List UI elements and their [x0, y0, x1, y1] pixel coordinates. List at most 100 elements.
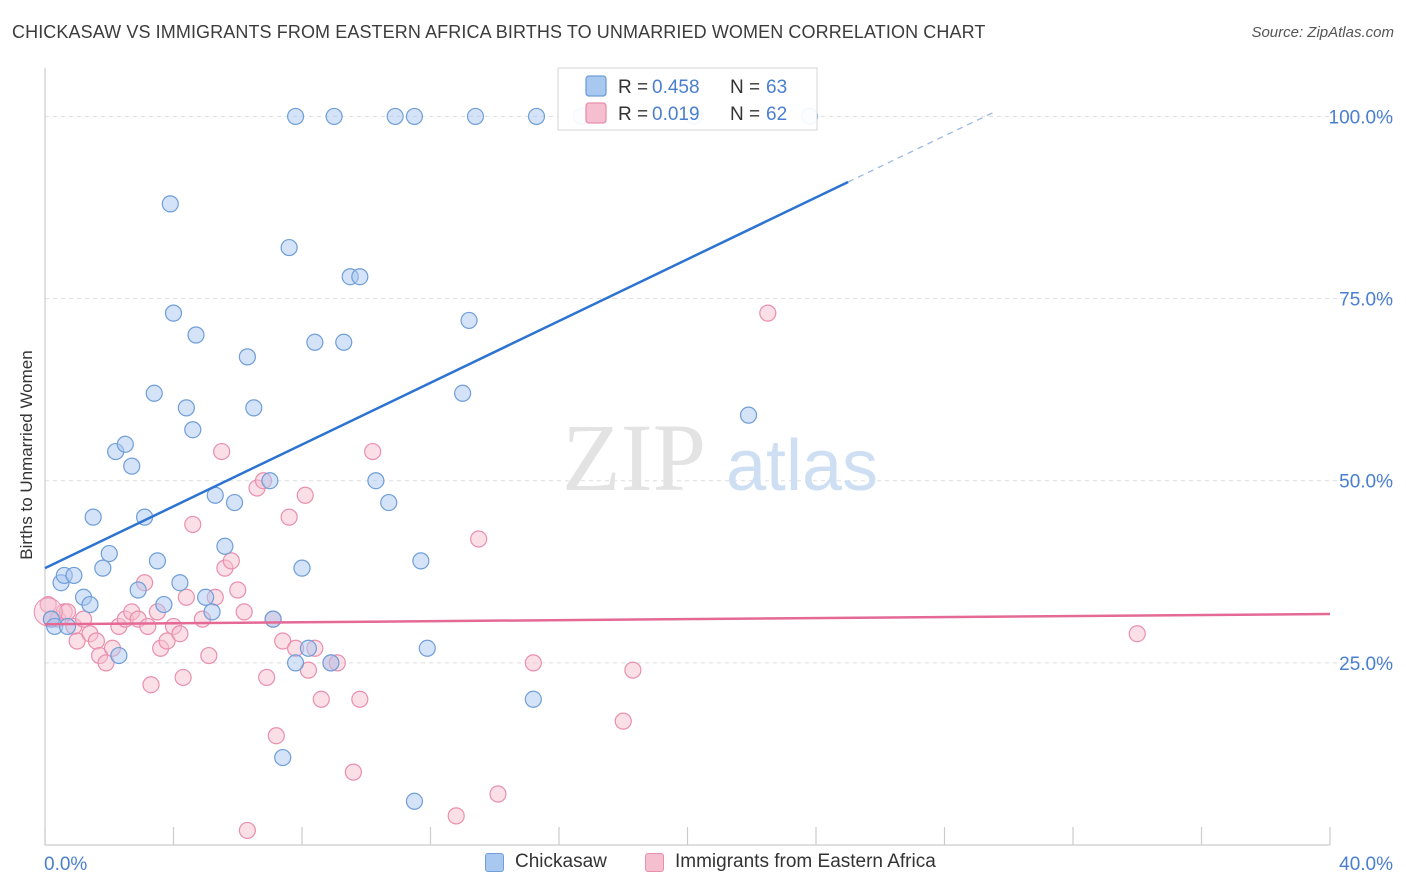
immigrants-point-33: [222, 552, 240, 570]
chickasaw-point-48: [412, 552, 430, 570]
stats-r-value-immigrants: 0.019: [652, 104, 700, 125]
chickasaw-point-47: [405, 792, 424, 810]
y-tick-label-50: 50.0%: [1339, 472, 1393, 493]
chickasaw-trend-line: [44, 180, 849, 570]
chickasaw-point-56: [405, 107, 424, 126]
chickasaw-point-52: [524, 690, 542, 708]
immigrants-point-51: [344, 763, 362, 781]
chickasaw-point-36: [280, 238, 298, 257]
chickasaw-point-4: [58, 617, 77, 636]
stats-r-value-chickasaw: 0.458: [652, 77, 700, 98]
immigrants-point-6: [68, 632, 86, 650]
y-tick-label-75: 75.0%: [1339, 290, 1393, 311]
immigrants-point-22: [158, 632, 176, 650]
immigrants-point-25: [174, 668, 192, 687]
immigrants-point-60: [759, 304, 777, 322]
chickasaw-point-31: [238, 348, 256, 366]
chickasaw-point-17: [145, 384, 163, 402]
immigrants-point-52: [351, 690, 369, 708]
immigrants-point-55: [470, 530, 488, 548]
chart-title: CHICKASAW VS IMMIGRANTS FROM EASTERN AFR…: [12, 22, 986, 42]
immigrants-point-46: [299, 661, 318, 679]
stats-n-value-chickasaw: 63: [766, 77, 787, 98]
chickasaw-trend-extension: [847, 112, 993, 183]
chickasaw-point-44: [351, 268, 369, 286]
legend-label-chickasaw: Chickasaw: [515, 851, 607, 872]
watermark: ZIP atlas: [562, 404, 878, 511]
immigrants-point-39: [258, 668, 276, 687]
stats-n-value-immigrants: 62: [766, 104, 787, 125]
chickasaw-point-58: [527, 107, 546, 126]
series-chickasaw-points: [42, 107, 819, 810]
chickasaw-point-53: [286, 107, 305, 126]
chickasaw-point-40: [306, 333, 324, 351]
chickasaw-point-22: [171, 574, 189, 592]
immigrants-point-48: [312, 690, 330, 708]
chickasaw-point-42: [335, 333, 353, 351]
immigrants-point-31: [213, 442, 231, 461]
chickasaw-point-13: [116, 435, 134, 453]
chickasaw-point-41: [322, 654, 340, 672]
stats-legend: R = 0.458 N = 63 R = 0.019 N = 62: [557, 67, 818, 131]
immigrants-point-57: [524, 654, 542, 672]
immigrants-point-34: [229, 581, 247, 599]
chickasaw-point-61: [739, 406, 758, 424]
immigrants-point-36: [238, 821, 256, 840]
watermark-zip: ZIP: [562, 404, 706, 511]
chickasaw-point-20: [161, 195, 179, 213]
chickasaw-point-55: [386, 107, 404, 126]
chickasaw-point-27: [203, 603, 221, 621]
chickasaw-point-57: [466, 107, 485, 126]
immigrants-point-11: [97, 654, 115, 672]
source-label: Source: ZipAtlas.com: [1251, 24, 1394, 41]
chickasaw-point-37: [286, 654, 305, 672]
legend-swatch-pink: [645, 852, 664, 872]
x-tick-label-40: 40.0%: [1339, 854, 1393, 875]
chickasaw-point-46: [380, 493, 398, 512]
trend-lines: [44, 112, 1331, 626]
immigrants-point-61: [1128, 625, 1146, 643]
immigrants-point-58: [614, 712, 632, 730]
chickasaw-point-35: [274, 748, 292, 767]
immigrants-point-19: [142, 676, 160, 694]
chickasaw-point-15: [129, 581, 147, 599]
chickasaw-point-32: [245, 399, 263, 417]
stats-n-label-immigrants: N =: [730, 104, 760, 125]
legend-item-chickasaw: Chickasaw: [485, 851, 607, 873]
stats-swatch-immigrants: [585, 102, 607, 124]
chickasaw-point-23: [177, 399, 195, 417]
chickasaw-point-19: [155, 595, 173, 614]
chickasaw-point-29: [216, 537, 234, 555]
immigrants-point-27: [184, 515, 202, 534]
tick-labels: 25.0% 50.0% 75.0% 100.0% 0.0% 40.0%: [44, 107, 1393, 875]
chickasaw-point-45: [367, 472, 385, 490]
chickasaw-point-51: [460, 311, 478, 330]
immigrants-point-45: [296, 486, 314, 504]
chickasaw-point-33: [261, 472, 279, 490]
stats-r-label-chickasaw: R =: [618, 77, 648, 98]
immigrants-point-53: [364, 442, 382, 461]
chickasaw-point-34: [264, 610, 282, 628]
watermark-atlas: atlas: [726, 426, 878, 506]
immigrants-point-43: [280, 508, 298, 526]
immigrants-point-54: [447, 807, 465, 825]
gridlines: [45, 115, 1393, 664]
chickasaw-point-7: [81, 595, 99, 614]
chickasaw-point-14: [123, 457, 141, 475]
chickasaw-point-54: [325, 107, 343, 126]
stats-n-label-chickasaw: N =: [730, 77, 760, 98]
chickasaw-point-39: [299, 639, 318, 657]
immigrants-point-24: [171, 625, 189, 643]
chickasaw-point-24: [184, 421, 202, 439]
chickasaw-point-10: [100, 544, 118, 563]
y-tick-label-25: 25.0%: [1339, 654, 1393, 675]
immigrants-point-59: [624, 661, 642, 679]
immigrants-point-56: [489, 785, 507, 803]
immigrants-point-41: [267, 727, 285, 745]
chickasaw-point-5: [65, 566, 83, 585]
series-immigrants-eastern-africa-points: [33, 304, 1146, 840]
immigrants-point-29: [200, 646, 218, 665]
axes: [44, 68, 1331, 846]
stats-r-label-immigrants: R =: [618, 104, 648, 125]
